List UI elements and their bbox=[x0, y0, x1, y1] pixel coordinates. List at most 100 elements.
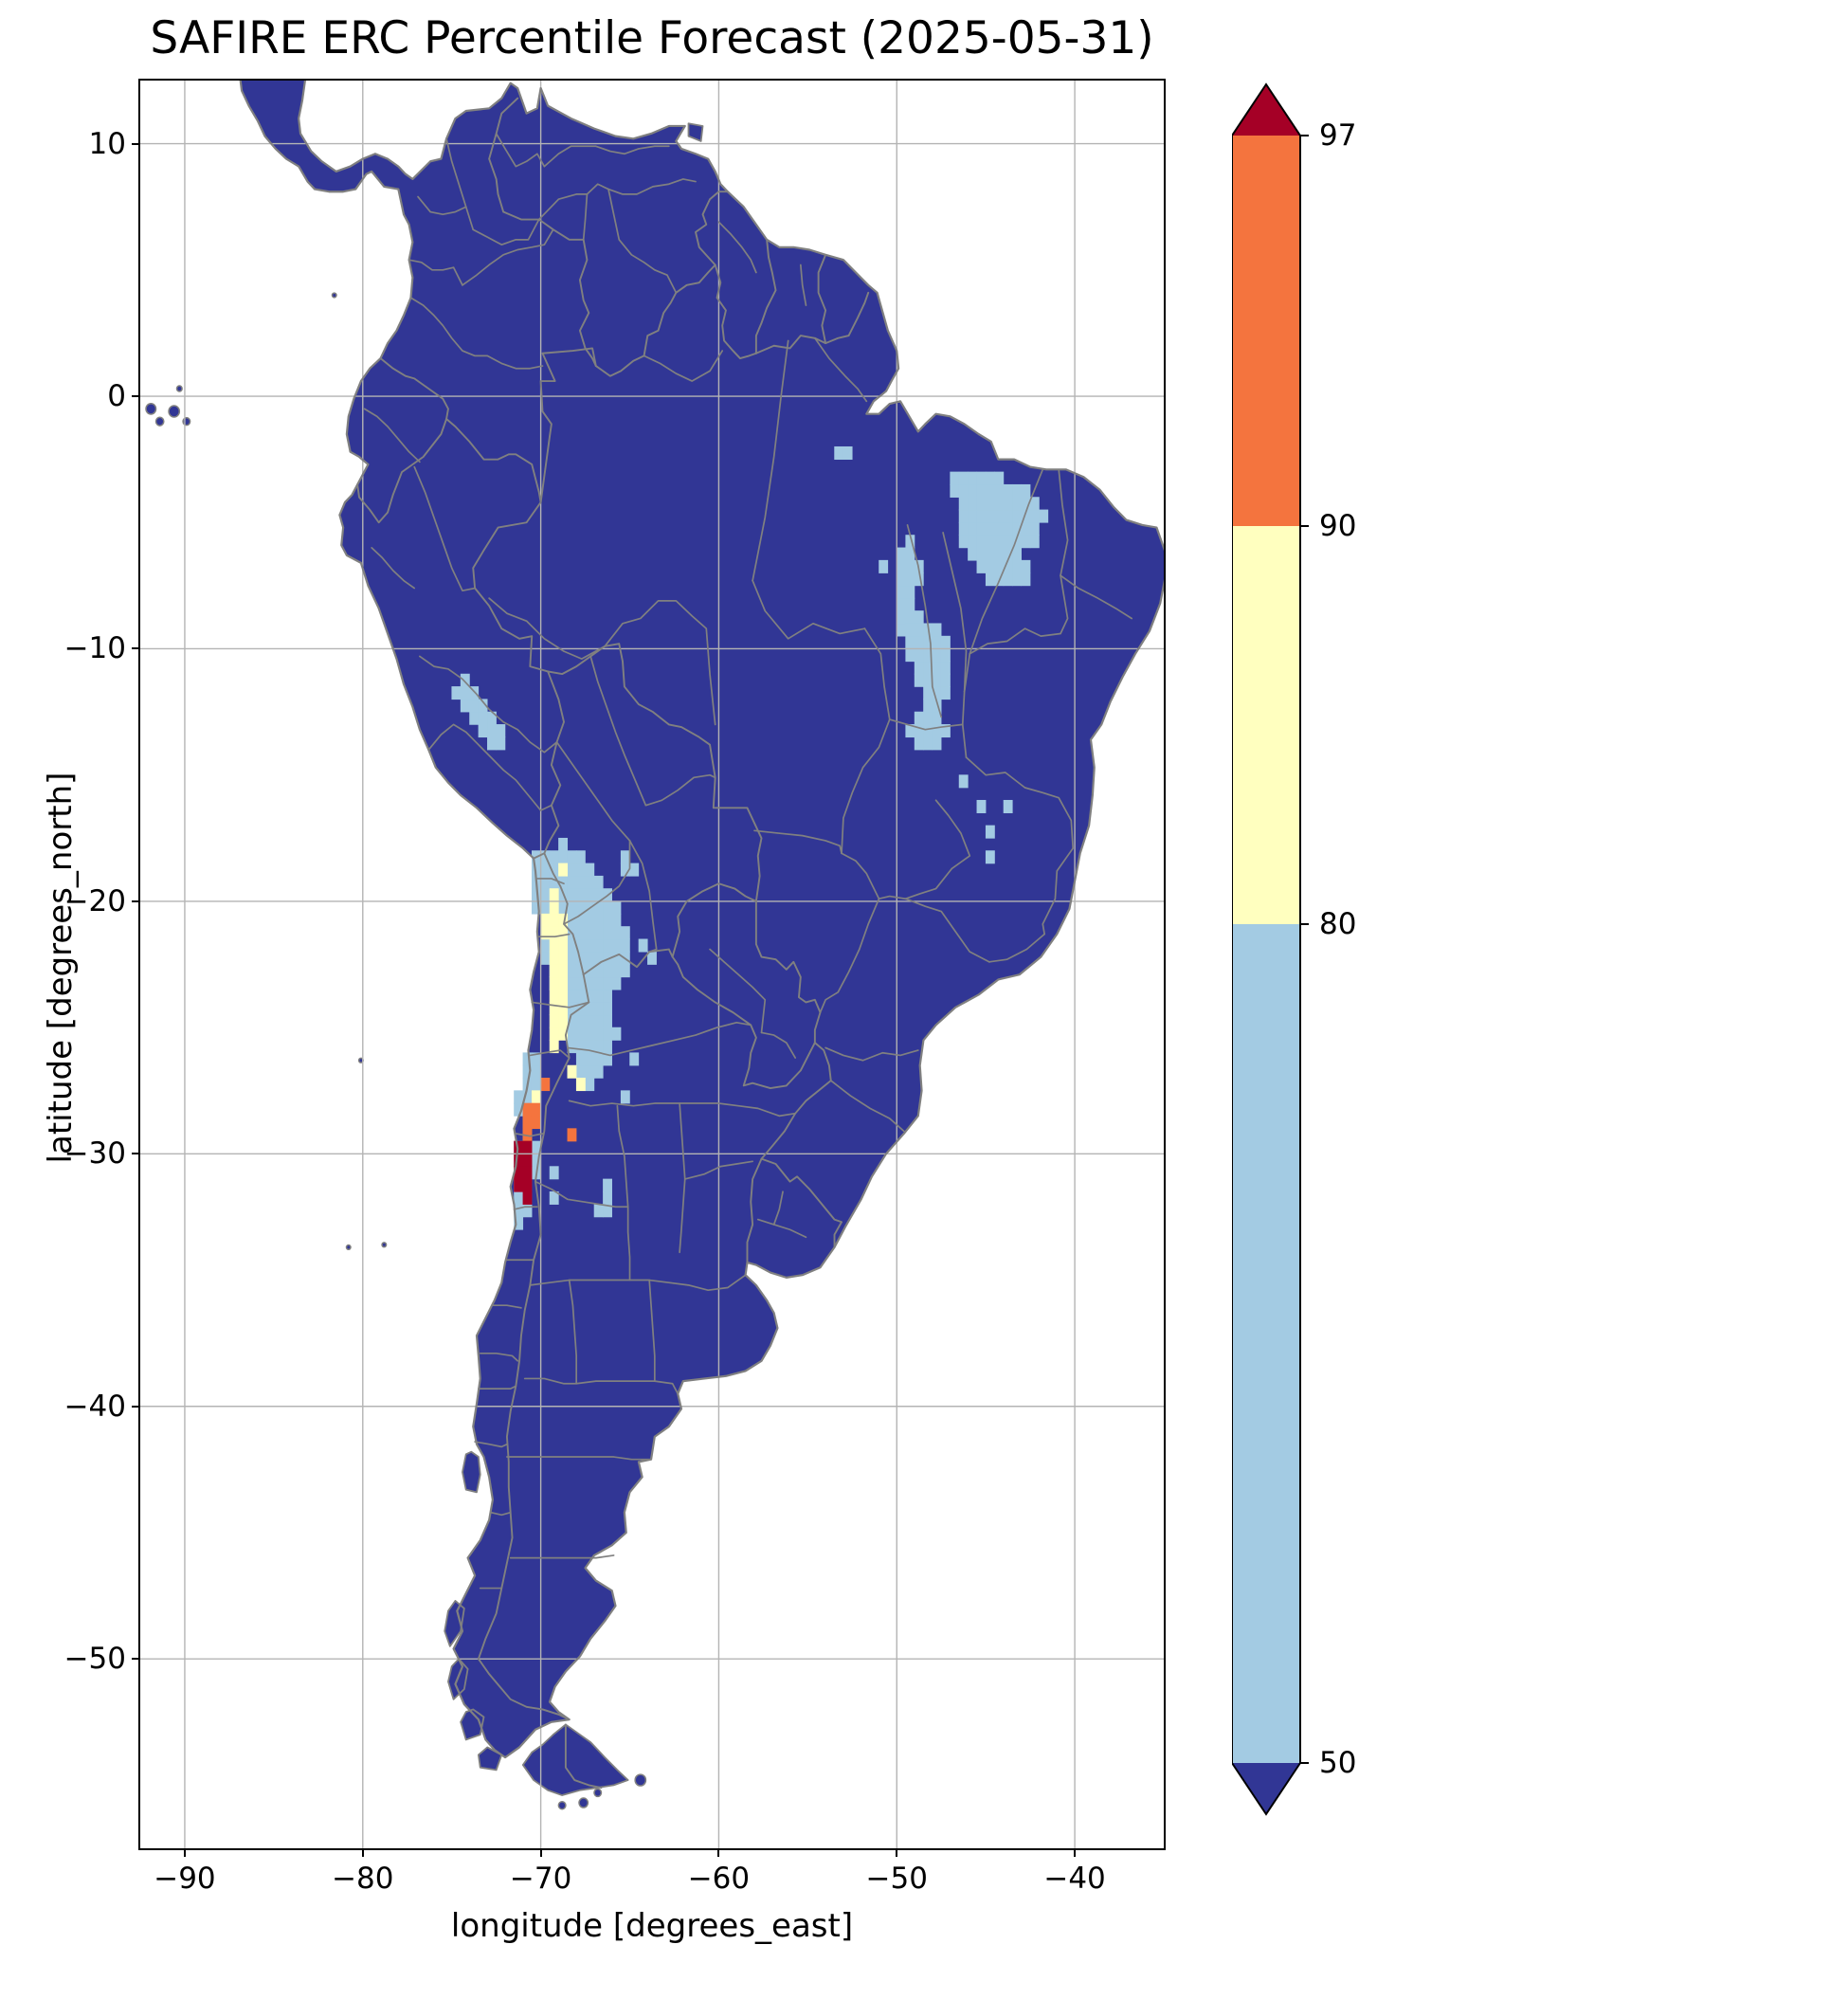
percentile-cell bbox=[603, 1027, 612, 1041]
admin-border bbox=[831, 1081, 904, 1131]
percentile-cell bbox=[567, 863, 577, 877]
admin-border bbox=[539, 179, 696, 220]
percentile-cell bbox=[549, 1190, 559, 1205]
percentile-cell bbox=[540, 913, 551, 927]
admin-border bbox=[649, 1281, 655, 1382]
percentile-cell bbox=[1003, 521, 1013, 536]
percentile-cell bbox=[932, 724, 942, 738]
percentile-cell bbox=[968, 483, 978, 498]
percentile-cell bbox=[558, 863, 569, 877]
country-border bbox=[479, 974, 589, 1719]
percentile-cell bbox=[603, 1190, 612, 1205]
admin-border bbox=[758, 1220, 806, 1238]
country-border bbox=[544, 671, 564, 853]
admin-border bbox=[630, 841, 657, 952]
x-tick-mark bbox=[183, 1848, 186, 1857]
admin-border bbox=[428, 724, 552, 810]
percentile-cell bbox=[593, 964, 604, 978]
percentile-cell bbox=[593, 926, 604, 940]
percentile-cell bbox=[549, 989, 559, 1003]
percentile-cell bbox=[620, 850, 630, 864]
country-border bbox=[756, 901, 821, 1043]
admin-border bbox=[475, 1442, 507, 1446]
percentile-cell bbox=[593, 888, 604, 902]
admin-border bbox=[989, 935, 1044, 962]
percentile-cell bbox=[1021, 572, 1031, 587]
admin-border bbox=[539, 935, 570, 937]
admin-border bbox=[605, 601, 715, 725]
percentile-cell bbox=[549, 964, 559, 978]
percentile-cell bbox=[603, 1002, 612, 1016]
admin-border bbox=[409, 260, 462, 285]
colorbar-segment bbox=[1232, 924, 1300, 1763]
admin-border bbox=[590, 656, 645, 805]
y-tick-mark bbox=[132, 1658, 140, 1661]
y-tick-label: −10 bbox=[63, 631, 126, 666]
percentile-cell bbox=[575, 913, 586, 927]
percentile-cell bbox=[1012, 509, 1022, 523]
percentile-cell bbox=[593, 938, 604, 953]
percentile-cell bbox=[531, 1153, 541, 1167]
percentile-cell bbox=[514, 1190, 524, 1205]
percentile-cell bbox=[603, 1178, 612, 1192]
percentile-cell bbox=[611, 938, 622, 953]
percentile-cell bbox=[585, 1040, 595, 1054]
admin-border bbox=[489, 598, 605, 659]
percentile-cell bbox=[585, 1027, 595, 1041]
percentile-cell bbox=[897, 585, 906, 599]
colorbar-tick-label: 97 bbox=[1319, 118, 1357, 153]
admin-border bbox=[491, 1513, 511, 1516]
percentile-cell bbox=[1003, 509, 1013, 523]
admin-border bbox=[446, 138, 473, 229]
admin-border bbox=[801, 264, 806, 305]
percentile-cell bbox=[905, 635, 915, 649]
percentile-cell bbox=[522, 1064, 533, 1079]
percentile-cell bbox=[976, 799, 987, 813]
percentile-cell bbox=[620, 926, 630, 940]
admin-border bbox=[420, 656, 557, 752]
percentile-cell bbox=[905, 623, 915, 637]
small-island-dot bbox=[183, 418, 190, 426]
percentile-cell bbox=[914, 673, 924, 687]
x-tick-label: −70 bbox=[509, 1862, 572, 1896]
percentile-cell bbox=[603, 964, 612, 978]
percentile-cell bbox=[897, 547, 906, 561]
percentile-cell bbox=[1021, 521, 1031, 536]
admin-border bbox=[908, 525, 942, 717]
percentile-cell bbox=[585, 863, 595, 877]
x-tick-mark bbox=[539, 1848, 542, 1857]
percentile-cell bbox=[575, 976, 586, 990]
percentile-cell bbox=[923, 699, 933, 713]
percentile-cell bbox=[575, 951, 586, 965]
percentile-cell bbox=[611, 976, 622, 990]
percentile-cell bbox=[567, 1040, 577, 1054]
percentile-cell bbox=[487, 736, 497, 751]
percentile-cell bbox=[540, 900, 551, 915]
percentile-cell bbox=[469, 699, 480, 713]
percentile-cell bbox=[897, 597, 906, 611]
percentile-cell bbox=[994, 521, 1005, 536]
admin-border bbox=[557, 742, 630, 841]
admin-border bbox=[462, 229, 553, 285]
colorbar-tick-label: 90 bbox=[1319, 509, 1357, 543]
x-tick-mark bbox=[896, 1848, 898, 1857]
percentile-cell bbox=[994, 547, 1005, 561]
percentile-cell bbox=[958, 521, 969, 536]
admin-border bbox=[825, 1047, 918, 1060]
percentile-cell bbox=[585, 1052, 595, 1066]
percentile-cell bbox=[593, 1040, 604, 1054]
colorbar-tick-label: 80 bbox=[1319, 907, 1357, 941]
country-border bbox=[673, 957, 815, 1089]
admin-border bbox=[842, 628, 890, 853]
percentile-cell bbox=[496, 724, 506, 738]
percentile-cell bbox=[611, 1027, 622, 1041]
percentile-cell bbox=[585, 1014, 595, 1028]
percentile-cell bbox=[531, 1102, 541, 1117]
percentile-cell bbox=[603, 1040, 612, 1054]
percentile-cell bbox=[549, 1014, 559, 1028]
percentile-cell bbox=[575, 863, 586, 877]
percentile-cell bbox=[976, 497, 987, 511]
percentile-cell bbox=[1012, 521, 1022, 536]
percentile-cell bbox=[1029, 497, 1040, 511]
y-tick-mark bbox=[132, 647, 140, 650]
